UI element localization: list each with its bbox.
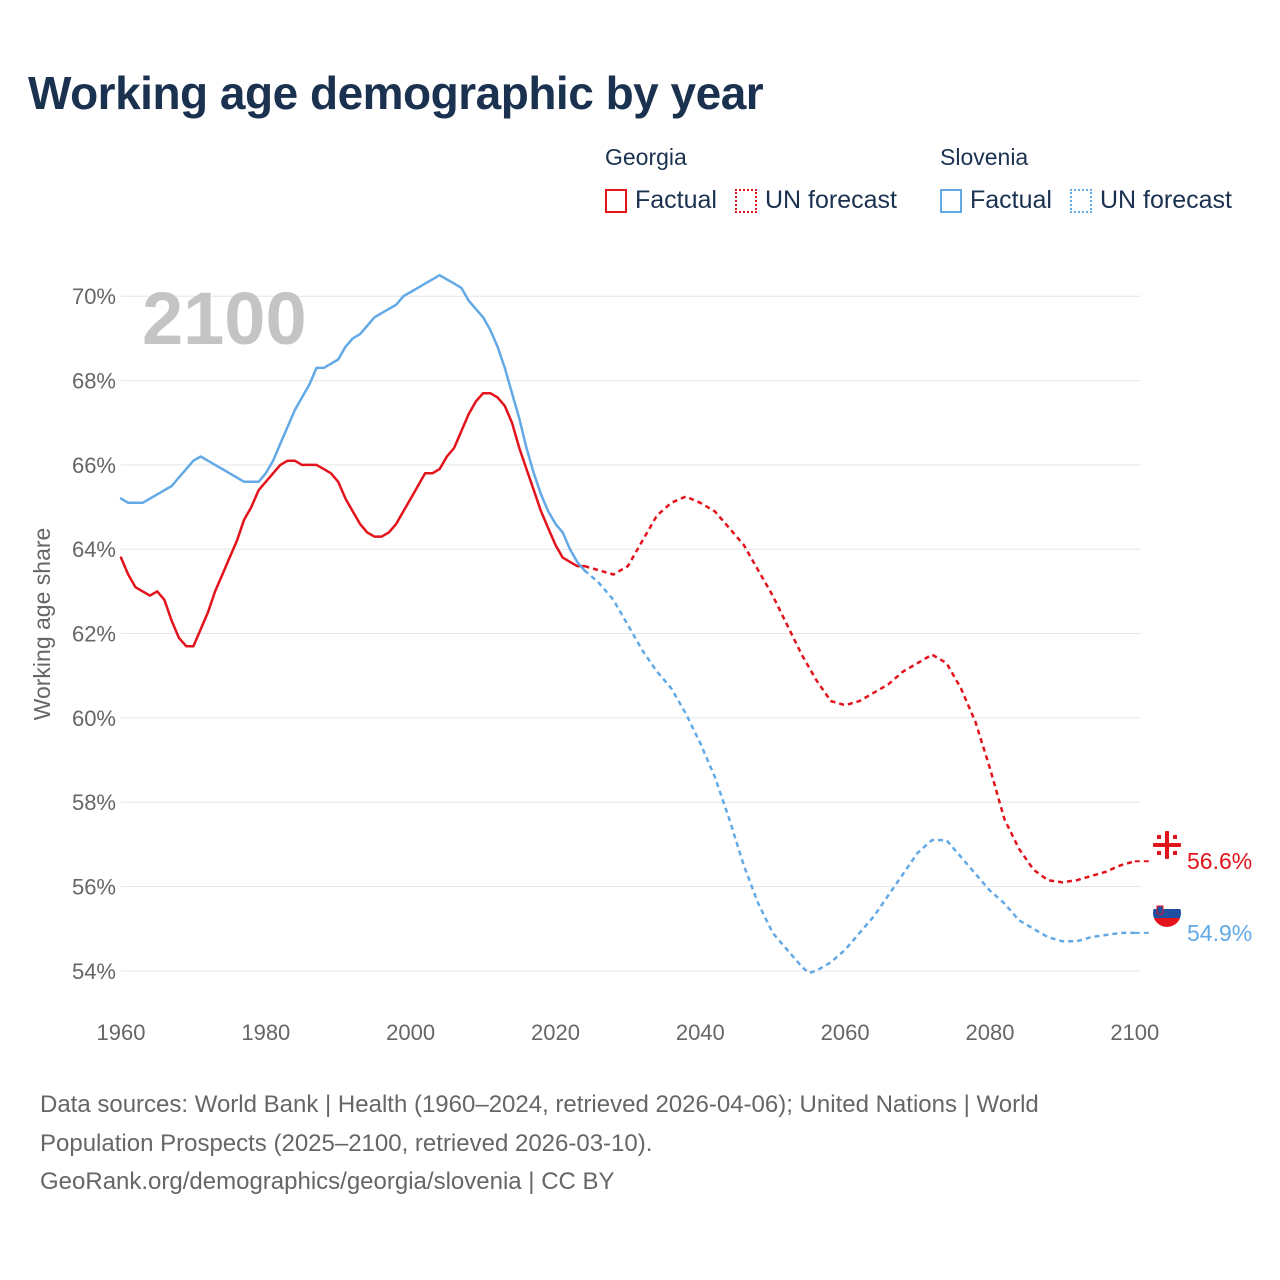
x-tick-label: 2040 xyxy=(676,1020,725,1045)
georgia-flag-icon xyxy=(1153,831,1181,859)
y-tick-label: 64% xyxy=(72,537,116,562)
x-tick-label: 1960 xyxy=(97,1020,146,1045)
legend-swatch-solid xyxy=(940,188,962,213)
legend-label: Factual xyxy=(635,186,717,214)
end-value-label-slovenia: 54.9% xyxy=(1187,920,1252,946)
legend-group-name: Georgia xyxy=(605,144,687,170)
legend-item-georgia-forecast[interactable]: UN forecast xyxy=(734,186,897,215)
y-tick-label: 66% xyxy=(72,453,116,478)
footer-sources: Data sources: World Bank | Health (1960–… xyxy=(40,1086,1220,1202)
x-tick-label: 1980 xyxy=(241,1020,290,1045)
y-tick-label: 68% xyxy=(72,369,116,394)
legend-item-slovenia-factual[interactable]: Factual xyxy=(940,186,1052,215)
y-tick-label: 70% xyxy=(72,284,116,309)
legend-label: UN forecast xyxy=(764,186,897,214)
legend-group-name: Slovenia xyxy=(940,144,1029,170)
series-line-georgia-factual xyxy=(119,391,586,648)
series-line-slovenia-forecast xyxy=(583,569,1135,975)
legend-group-georgia: Georgia Factual UN forecast xyxy=(605,144,915,215)
x-tick-label: 2060 xyxy=(821,1020,870,1045)
legend-swatch-dotted xyxy=(734,188,757,213)
line-chart: 54% 56% 58% 60% 62% 64% 66% 68% 70% 1960 1980 2000… xyxy=(29,273,1252,1045)
series-line-slovenia-factual xyxy=(119,273,586,572)
y-tick-label: 62% xyxy=(72,622,116,647)
current-year-display: 2100 xyxy=(142,277,307,360)
y-tick-label: 56% xyxy=(72,875,116,900)
legend-label: Factual xyxy=(970,186,1052,214)
footer-line: Data sources: World Bank | Health (1960–… xyxy=(40,1091,1039,1118)
y-axis-label: Working age share xyxy=(29,528,55,721)
end-value-label-georgia: 56.6% xyxy=(1187,848,1252,874)
x-tick-label: 2080 xyxy=(965,1020,1014,1045)
x-tick-label: 2100 xyxy=(1110,1020,1159,1045)
legend-swatch-solid xyxy=(605,188,627,213)
x-tick-label: 2000 xyxy=(386,1020,435,1045)
series-line-georgia-forecast xyxy=(584,495,1136,884)
slovenia-flag-icon xyxy=(1153,899,1181,927)
legend-item-slovenia-forecast[interactable]: UN forecast xyxy=(1069,186,1232,215)
y-tick-label: 60% xyxy=(72,706,116,731)
legend-group-slovenia: Slovenia Factual UN forecast xyxy=(940,144,1250,215)
footer-link[interactable]: GeoRank.org/demographics/georgia/sloveni… xyxy=(40,1168,615,1195)
y-tick-label: 58% xyxy=(72,790,116,815)
y-tick-label: 54% xyxy=(72,959,116,984)
legend-swatch-dotted xyxy=(1069,188,1092,213)
footer-line: Population Prospects (2025–2100, retriev… xyxy=(40,1129,653,1157)
legend-label: UN forecast xyxy=(1099,186,1232,214)
chart-title: Working age demographic by year xyxy=(28,67,764,119)
x-tick-label: 2020 xyxy=(531,1020,580,1045)
legend-item-georgia-factual[interactable]: Factual xyxy=(605,186,717,215)
